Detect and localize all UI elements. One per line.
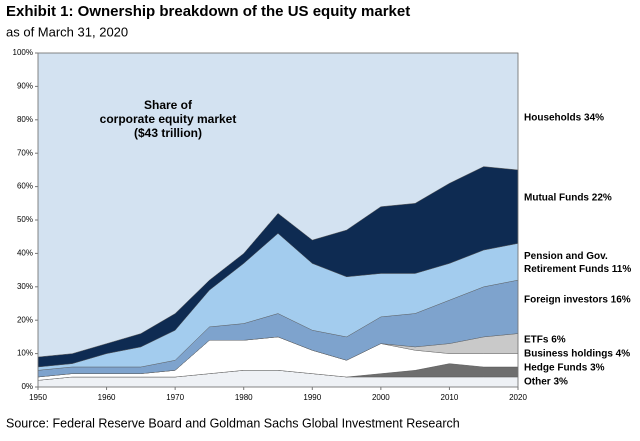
y-tick-label: 50%	[17, 215, 33, 224]
series-label: Other 3%	[524, 377, 568, 388]
series-label: Mutual Funds 22%	[524, 193, 612, 204]
series-label: Pension and Gov. Retirement Funds 11%	[524, 251, 631, 275]
x-tick-label: 2000	[372, 393, 390, 402]
annotation: ($43 trillion)	[134, 126, 202, 140]
source: Source: Federal Reserve Board and Goldma…	[6, 416, 460, 430]
x-tick-label: 2010	[441, 393, 459, 402]
chart-subtitle: as of March 31, 2020	[6, 24, 128, 39]
x-tick-label: 1970	[166, 393, 184, 402]
y-tick-label: 0%	[21, 382, 33, 391]
annotation: Share of	[144, 98, 193, 112]
series-label: ETFs 6%	[524, 335, 566, 346]
x-tick-label: 1950	[29, 393, 47, 402]
y-tick-label: 100%	[13, 48, 33, 57]
x-tick-label: 1980	[235, 393, 253, 402]
chart-title: Exhibit 1: Ownership breakdown of the US…	[6, 3, 410, 20]
y-tick-label: 90%	[17, 82, 33, 91]
y-tick-label: 70%	[17, 148, 33, 157]
series-label: Hedge Funds 3%	[524, 363, 605, 374]
x-tick-label: 1960	[98, 393, 116, 402]
series-label: Households 34%	[524, 113, 604, 124]
series-label: Foreign investors 16%	[524, 295, 631, 306]
y-tick-label: 40%	[17, 249, 33, 258]
series-label: Business holdings 4%	[524, 349, 630, 360]
annotation: corporate equity market	[100, 112, 237, 126]
y-tick-label: 80%	[17, 115, 33, 124]
y-tick-label: 10%	[17, 349, 33, 358]
y-tick-label: 30%	[17, 282, 33, 291]
x-tick-label: 1990	[303, 393, 321, 402]
x-tick-label: 2020	[509, 393, 527, 402]
y-tick-label: 60%	[17, 182, 33, 191]
y-tick-label: 20%	[17, 315, 33, 324]
